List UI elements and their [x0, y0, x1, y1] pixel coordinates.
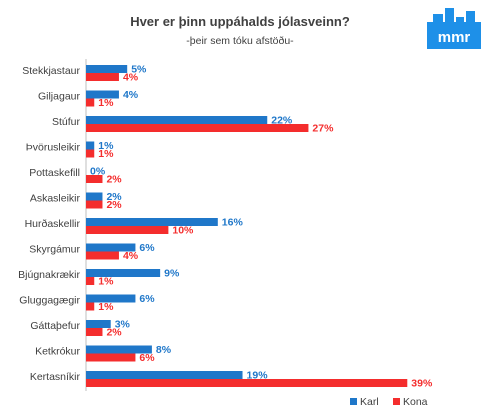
bar-kona: [86, 175, 103, 183]
bar-kona: [86, 302, 95, 311]
value-label-kona: 4%: [123, 250, 139, 262]
value-label-karl: 6%: [139, 293, 155, 305]
value-labels: 5%4%4%1%22%27%1%1%0%2%2%2%16%10%6%4%9%1%…: [90, 64, 433, 390]
category-label: Skyrgámur: [29, 244, 80, 256]
value-label-karl: 1%: [98, 140, 114, 152]
value-label-kona: 1%: [98, 148, 114, 160]
value-label-karl: 2%: [106, 191, 122, 203]
bar-kona: [86, 328, 103, 336]
bar-kona: [86, 277, 95, 285]
value-label-karl: 0%: [90, 166, 106, 178]
bar-karl: [86, 90, 119, 99]
logo-text: mmr: [438, 29, 471, 46]
bar-karl: [86, 192, 103, 201]
bar-karl: [86, 141, 95, 150]
category-label: Ketkrókur: [35, 346, 80, 358]
category-label: Hurðaskellir: [25, 218, 81, 230]
value-label-kona: 6%: [139, 352, 155, 364]
bar-kona: [86, 379, 408, 387]
bar-karl: [86, 371, 243, 379]
legend-swatch-karl: [350, 398, 357, 405]
value-label-karl: 9%: [164, 268, 180, 280]
category-label: Kertasníkir: [30, 371, 81, 383]
value-label-kona: 2%: [106, 327, 122, 339]
legend: Karl Kona: [350, 396, 428, 408]
value-label-kona: 2%: [106, 174, 122, 186]
bar-karl: [86, 345, 152, 354]
value-label-karl: 19%: [247, 370, 269, 382]
bar-karl: [86, 320, 111, 328]
bar-karl: [86, 294, 136, 303]
category-labels: Stekkjastaur Giljagaur Stúfur Þvörusleikir P…: [18, 65, 80, 383]
category-label: Þvörusleikir: [26, 142, 81, 154]
value-label-kona: 1%: [98, 301, 114, 313]
category-label: Giljagaur: [38, 91, 81, 103]
legend-label-kona: Kona: [403, 396, 428, 408]
chart-subtitle: -þeir sem tóku afstöðu-: [186, 35, 294, 47]
category-label: Stúfur: [52, 116, 81, 128]
category-label: Gáttaþefur: [30, 320, 80, 332]
category-label: Bjúgnakrækir: [18, 269, 80, 281]
bar-kona: [86, 200, 103, 209]
category-label: Gluggagægir: [19, 295, 80, 307]
value-label-kona: 1%: [98, 276, 114, 288]
bar-kona: [86, 124, 309, 132]
value-label-kona: 10%: [172, 225, 194, 237]
bar-kona: [86, 98, 95, 107]
legend-label-karl: Karl: [360, 396, 379, 408]
chart-title: Hver er þinn uppáhalds jólasveinn?: [130, 14, 350, 29]
value-label-karl: 6%: [139, 242, 155, 254]
bar-karl: [86, 116, 268, 124]
bar-kona: [86, 73, 119, 81]
bar-karl: [86, 65, 128, 73]
legend-swatch-kona: [393, 398, 400, 405]
value-label-karl: 5%: [131, 64, 147, 76]
value-label-karl: 8%: [156, 344, 172, 356]
bar-kona: [86, 226, 169, 234]
mmr-logo: mmr: [427, 8, 481, 49]
value-label-karl: 16%: [222, 217, 244, 229]
value-label-kona: 39%: [411, 378, 433, 390]
bar-kona: [86, 251, 119, 260]
value-label-kona: 27%: [312, 123, 334, 135]
category-label: Askasleikir: [30, 193, 81, 205]
value-label-karl: 4%: [123, 89, 139, 101]
value-label-karl: 3%: [115, 319, 131, 331]
category-label: Stekkjastaur: [22, 65, 80, 77]
bars: [86, 65, 408, 387]
value-label-karl: 22%: [271, 115, 293, 127]
bar-karl: [86, 218, 218, 226]
value-label-kona: 1%: [98, 97, 114, 109]
bar-karl: [86, 243, 136, 252]
bar-kona: [86, 149, 95, 158]
bar-kona: [86, 353, 136, 362]
bar-karl: [86, 269, 161, 277]
category-label: Pottaskefill: [29, 167, 80, 179]
value-label-kona: 4%: [123, 72, 139, 84]
value-label-kona: 2%: [106, 199, 122, 211]
